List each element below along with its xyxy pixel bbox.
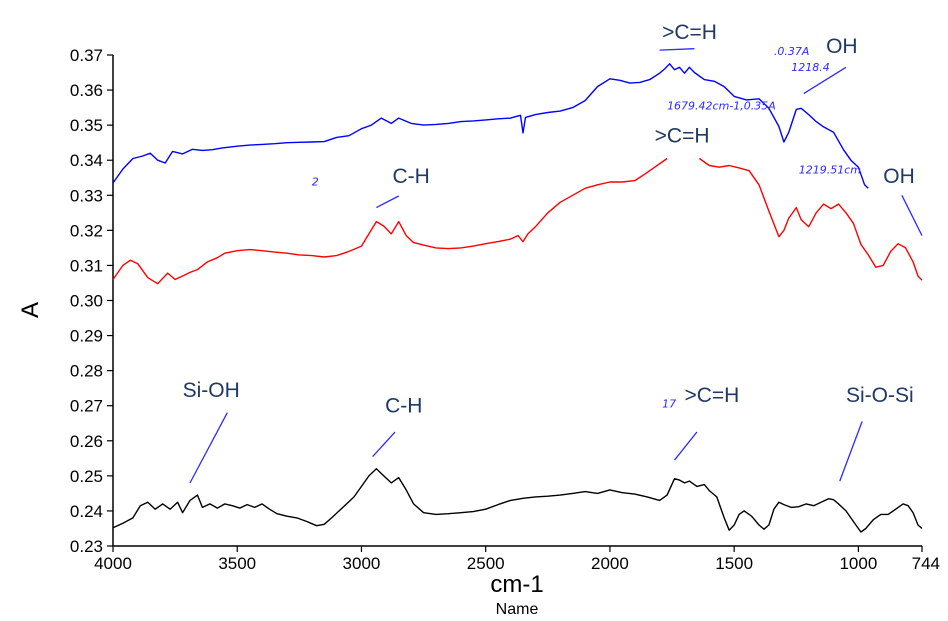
annotation-label: >C=H [662,21,717,44]
series-line-2 [698,157,923,281]
series-line-3 [112,468,923,533]
annotation-leader [674,431,698,461]
y-tick-label: 0.23 [70,537,103,556]
x-tick-label: 744 [912,554,940,573]
y-tick-label: 0.25 [70,467,103,486]
y-tick-label: 0.31 [70,256,103,275]
y-axis-title: A [17,302,44,318]
annotation-label: Si-O-Si [846,384,914,407]
peak-marker-label: 17 [662,397,676,410]
series-line-0 [112,63,869,189]
y-tick-label: 0.30 [70,292,103,311]
annotation-leader [189,412,228,484]
series-line-1 [112,157,668,285]
peak-marker-label: 1218.4 [791,61,830,74]
annotation-leader [803,66,847,95]
y-tick-label: 0.36 [70,81,103,100]
annotation-leader [376,195,400,209]
annotation-label: C-H [393,165,430,188]
peak-marker-label: 1219.51cm [799,164,861,177]
x-tick-label: 1500 [715,554,753,573]
x-tick-label: 4000 [94,554,132,573]
series-layer [112,63,923,533]
y-tick-label: 0.35 [70,116,103,135]
annotation-label: >C=H [684,384,739,407]
axes: 0.23 0.24 0.25 0.26 0.27 0.28 0.29 0.30 0.31 0.32… [70,46,940,573]
annotation-leader [839,421,863,482]
x-tick-label: 3000 [343,554,381,573]
y-tick-label: 0.29 [70,327,103,346]
peak-marker-label: 1679.42cm-1,0.35A [667,99,776,112]
y-tick-label: 0.37 [70,46,103,65]
y-tick-label: 0.33 [70,186,103,205]
annotation-leader [901,194,923,236]
y-tick-label: 0.32 [70,221,103,240]
y-tick-label: 0.24 [70,502,103,521]
peak-marker-label: 2 [312,175,319,188]
annotation-label: OH [826,35,858,58]
annotation-leader [372,431,396,458]
x-tick-label: 1000 [839,554,877,573]
y-tick-label: 0.28 [70,362,103,381]
x-axis-title: cm-1 [490,571,543,598]
y-tick-label: 0.26 [70,432,103,451]
annotation-label: C-H [385,395,422,418]
y-tick-label: 0.27 [70,397,103,416]
x-tick-label: 2500 [467,554,505,573]
annotation-label: >C=H [655,125,710,148]
y-tick-label: 0.34 [70,151,103,170]
annotations-layer: >C=H OH >C=H C-H OH Si-OH C-H >C=H Si-O-Si .0.37A… [183,21,923,484]
x-axis-subtitle: Name [496,601,539,618]
x-tick-label: 2000 [591,554,629,573]
annotation-leader [659,48,695,51]
x-tick-label: 3500 [218,554,256,573]
annotation-label: OH [883,165,915,188]
peak-marker-label: .0.37A [774,45,810,58]
annotation-label: Si-OH [183,379,240,402]
